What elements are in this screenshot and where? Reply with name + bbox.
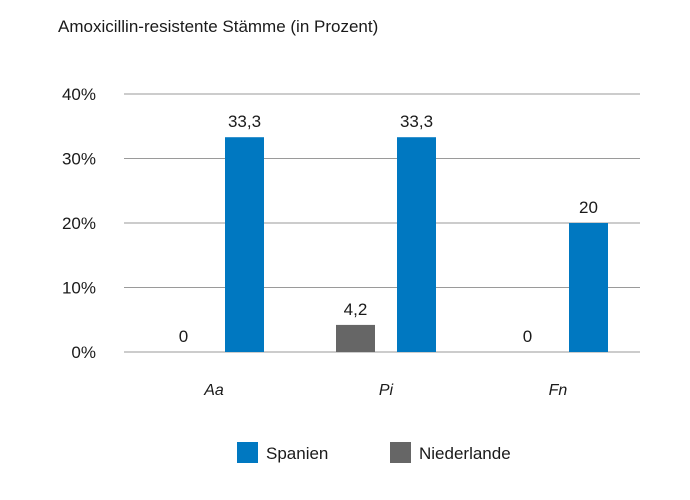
data-label: 4,2 [344, 300, 368, 319]
y-tick-label: 40% [62, 85, 96, 104]
chart-title: Amoxicillin-resistente Stämme (in Prozen… [58, 17, 378, 36]
legend-swatch-niederlande [390, 442, 411, 463]
y-tick-label: 10% [62, 279, 96, 298]
y-tick-label: 20% [62, 214, 96, 233]
x-category-label: Aa [203, 382, 224, 399]
y-tick-label: 30% [62, 150, 96, 169]
data-label: 20 [579, 198, 598, 217]
data-label: 0 [179, 327, 188, 346]
x-axis-categories: Aa Pi Fn [203, 382, 567, 399]
x-category-label: Fn [549, 382, 568, 399]
y-tick-label: 0% [71, 343, 96, 362]
bar-spanien-pi [397, 137, 436, 352]
x-category-label: Pi [379, 382, 394, 399]
legend: Spanien Niederlande [237, 442, 511, 463]
legend-label-spanien: Spanien [266, 444, 328, 463]
data-label: 0 [523, 327, 532, 346]
y-axis-ticks: 0% 10% 20% 30% 40% [62, 85, 96, 362]
bar-spanien-aa [225, 137, 264, 352]
data-labels: 0 33,3 4,2 33,3 0 20 [179, 112, 598, 346]
bar-spanien-fn [569, 223, 608, 352]
legend-label-niederlande: Niederlande [419, 444, 511, 463]
bar-niederlande-pi [336, 324, 375, 352]
legend-swatch-spanien [237, 442, 258, 463]
data-label: 33,3 [400, 112, 433, 131]
data-label: 33,3 [228, 112, 261, 131]
bars [225, 137, 608, 352]
grid-lines [124, 93, 640, 353]
